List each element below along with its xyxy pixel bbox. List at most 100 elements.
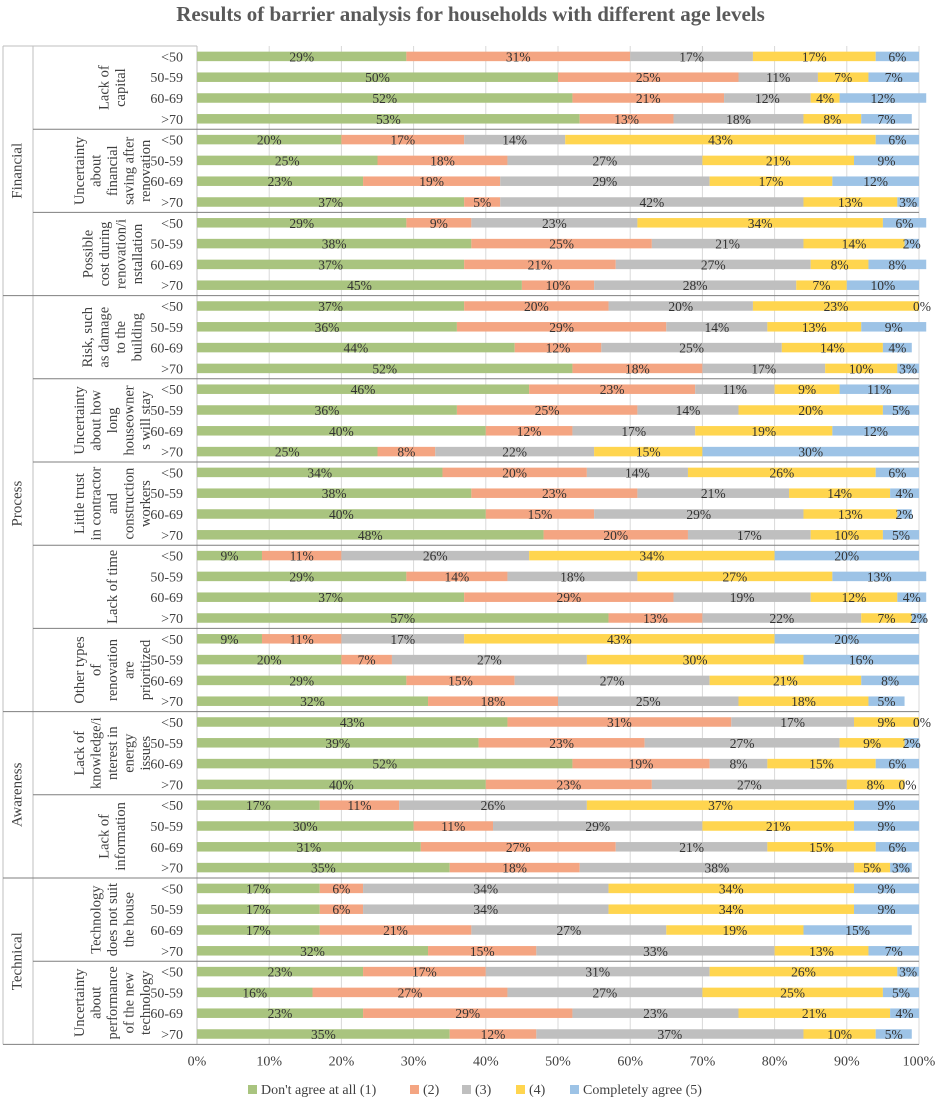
data-label: 4% — [888, 341, 906, 356]
data-label: 29% — [455, 1006, 480, 1021]
bar-segment — [543, 530, 688, 540]
data-label: 19% — [629, 757, 654, 772]
age-level-label: <50 — [161, 799, 183, 814]
bar-segment — [666, 322, 768, 332]
data-label: 20% — [502, 465, 527, 480]
bar-segment — [197, 509, 486, 519]
data-label: 27% — [506, 840, 531, 855]
bar-segment — [810, 592, 898, 602]
data-label: 42% — [639, 195, 664, 210]
data-label: 2% — [910, 611, 928, 626]
bar-segment — [464, 634, 775, 644]
bar-segment — [637, 571, 833, 582]
age-level-label: <50 — [161, 383, 183, 398]
data-label: 13% — [838, 195, 863, 210]
bar-segment — [846, 779, 905, 790]
bar-segment — [456, 405, 638, 415]
bar-segment — [601, 342, 782, 353]
barrier-label-line: the house — [122, 892, 138, 947]
bar-segment — [197, 446, 378, 457]
bar-segment — [197, 592, 465, 602]
data-label: 27% — [730, 736, 755, 751]
data-label: 3% — [899, 361, 917, 376]
data-label: 10% — [834, 528, 859, 543]
bar-segment — [197, 530, 544, 540]
bar-segment — [572, 758, 710, 769]
data-label: 20% — [668, 299, 693, 314]
bar-segment — [666, 925, 804, 935]
bar-segment — [391, 654, 587, 665]
bar-segment — [875, 467, 919, 478]
bar-segment — [197, 342, 515, 353]
data-label: 25% — [636, 694, 661, 709]
barrier-label-line: Lack of — [97, 65, 113, 110]
barrier-label-line: of the new — [122, 972, 138, 1034]
bar-segment — [738, 696, 869, 706]
bar-segment — [673, 592, 811, 602]
barrier-label-line: about how — [89, 389, 105, 450]
group-label: Financial — [9, 143, 25, 199]
bar-segment — [363, 176, 501, 186]
x-tick-label: 90% — [834, 1054, 860, 1069]
bar-segment — [507, 987, 703, 998]
bar-segment — [500, 176, 710, 186]
data-label: 27% — [477, 653, 502, 668]
age-level-label: 50-59 — [150, 820, 183, 835]
barrier-label-line: issues — [138, 736, 154, 771]
bar-segment — [817, 72, 869, 82]
data-label: 15% — [809, 757, 834, 772]
age-level-label: >70 — [161, 196, 183, 211]
bar-segment — [377, 446, 436, 457]
data-label: 21% — [701, 486, 726, 501]
bar-segment — [695, 384, 775, 394]
age-level-label: >70 — [161, 778, 183, 793]
data-label: 27% — [593, 985, 618, 1000]
age-level-label: >70 — [161, 1028, 183, 1043]
age-level-label: 60-69 — [150, 425, 183, 440]
data-label: 18% — [791, 694, 816, 709]
bar-segment — [485, 966, 710, 977]
bar-segment — [261, 634, 342, 644]
data-label: 9% — [798, 382, 816, 397]
data-label: 29% — [556, 590, 581, 605]
barrier-label-line: energy — [122, 733, 138, 773]
legend-swatch — [248, 1085, 257, 1094]
bar-segment — [197, 218, 407, 228]
bar-segment — [507, 571, 638, 582]
bar-segment — [673, 114, 804, 124]
data-label: 35% — [311, 861, 336, 876]
data-label: 26% — [769, 465, 794, 480]
data-label: 29% — [593, 174, 618, 189]
barrier-label-line: s will stay — [138, 390, 154, 450]
bar-segment — [197, 862, 450, 873]
data-label: 23% — [268, 965, 293, 980]
data-label: 39% — [325, 736, 350, 751]
legend-label: Completely agree (5) — [583, 1083, 702, 1098]
bar-segment — [197, 821, 414, 831]
data-label: 13% — [643, 611, 668, 626]
data-label: 23% — [824, 299, 849, 314]
bar-segment — [846, 280, 919, 290]
data-label: 15% — [448, 673, 473, 688]
x-tick-label: 10% — [256, 1054, 282, 1069]
data-label: 43% — [340, 715, 365, 730]
bar-segment — [875, 1029, 912, 1039]
data-label: 34% — [307, 465, 332, 480]
group-label: Process — [9, 481, 25, 527]
age-level-label: 50-59 — [150, 986, 183, 1001]
data-label: 14% — [676, 403, 701, 418]
bar-segment — [197, 197, 465, 207]
age-level-label: 50-59 — [150, 71, 183, 86]
barrier-label-line: of — [89, 664, 105, 676]
data-label: 30% — [293, 819, 318, 834]
bar-segment — [594, 509, 804, 519]
data-label: 3% — [892, 861, 910, 876]
bar-segment — [572, 93, 725, 103]
bar-segment — [572, 426, 696, 436]
age-level-label: 60-69 — [150, 92, 183, 107]
barrier-label-line: houseowner — [122, 385, 138, 455]
age-level-label: 50-59 — [150, 238, 183, 253]
bar-segment — [803, 114, 862, 124]
bar-segment — [471, 925, 667, 935]
